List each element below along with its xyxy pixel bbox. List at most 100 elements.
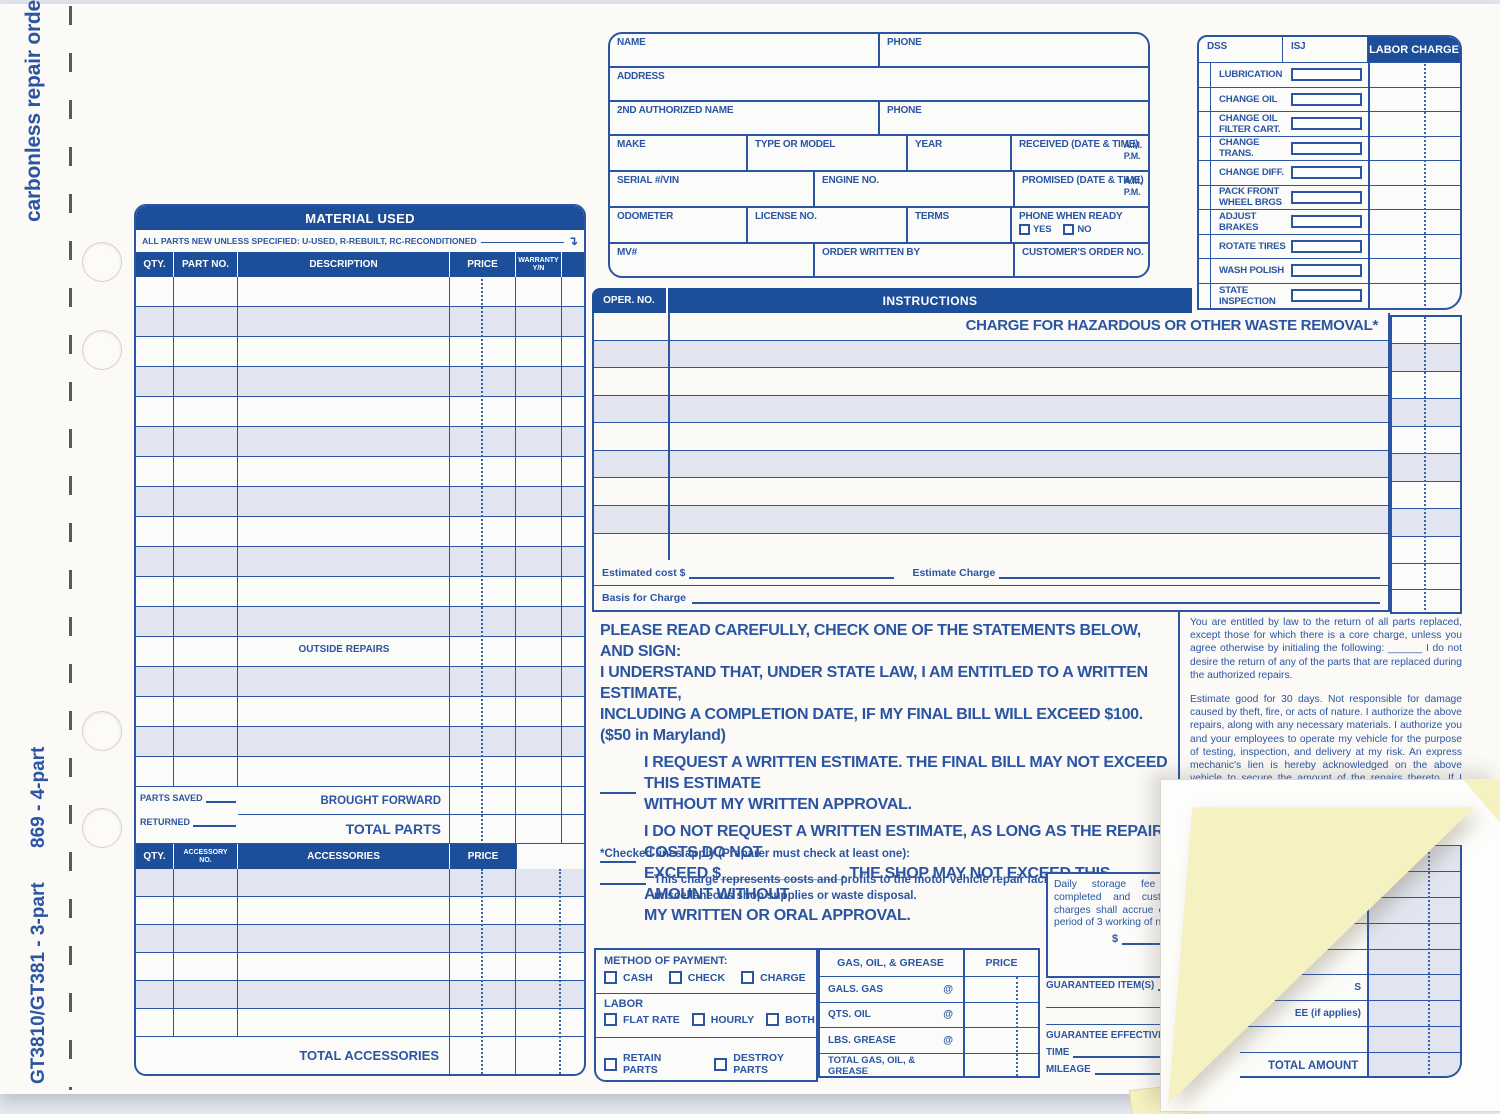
empty-cell (1199, 259, 1211, 283)
punch-hole (82, 711, 122, 751)
empty-cell (238, 637, 450, 666)
material-note-text: ALL PARTS NEW UNLESS SPECIFIED: U-USED, … (142, 236, 477, 246)
empty-cell (238, 487, 450, 516)
totals-row: EE (if applies) (1240, 1001, 1460, 1028)
empty-cell (238, 307, 450, 336)
canary-triangle-wrap (1158, 798, 1500, 1110)
empty-cell (450, 1009, 516, 1036)
order-written-by-field: ORDER WRITTEN BY (815, 244, 1015, 276)
price-cell (1392, 482, 1460, 510)
labor-item-label: CHANGE DIFF. (1219, 167, 1284, 179)
empty-cell (516, 757, 562, 786)
yes-label: YES (1033, 224, 1052, 235)
empty-cell (516, 307, 562, 336)
am-pm-label: A.M. P.M. (1124, 140, 1142, 162)
labor-charge-cell (1368, 87, 1460, 111)
gals-gas-label: GALS. GAS (828, 983, 884, 995)
empty-cell (516, 517, 562, 546)
empty-cell (136, 667, 174, 696)
basis-for-charge-label: Basis for Charge (602, 592, 687, 604)
engine-no-field: ENGINE NO. (815, 172, 1015, 206)
gas-total-row: TOTAL GAS, OIL, & GREASE (820, 1053, 1038, 1076)
price-cell (1392, 372, 1460, 400)
spine-part4-label: 869 - 4-part (28, 746, 49, 848)
gas-price-cell (965, 977, 1038, 1002)
empty-cell (516, 925, 584, 952)
empty-cell (450, 925, 516, 952)
spine-part3-label: GT3810/GT381 - 3-part (28, 882, 49, 1084)
instructions-header: OPER. NO. INSTRUCTIONS (592, 288, 1192, 313)
cash-label: CASH (623, 971, 653, 984)
perforation-line (69, 6, 72, 1090)
am-label: A.M. (1123, 176, 1142, 186)
empty-cell (450, 517, 516, 546)
labor-item-label: PACK FRONT WHEEL BRGS (1219, 186, 1282, 209)
empty-cell (450, 457, 516, 486)
instruction-row (594, 340, 1388, 369)
gas-header-label: GAS, OIL, & GREASE (820, 950, 965, 976)
am-label: A.M. (1123, 140, 1142, 150)
price-cell (1392, 590, 1460, 616)
labor-item-row: CHANGE OIL (1199, 87, 1460, 112)
labor-item-checkbox (1290, 117, 1362, 131)
check-label: CHECK (687, 971, 726, 984)
empty-cell (516, 667, 562, 696)
retain-parts-checkbox (604, 1057, 617, 1071)
check-checkbox (668, 971, 682, 984)
dollar-sign: $ (1112, 933, 1119, 946)
col-price: PRICE (450, 252, 516, 277)
labor-item-label: ROTATE TIRES (1219, 240, 1286, 252)
labor-charge-cell (1368, 283, 1460, 308)
price-dotted-divider (481, 869, 483, 1074)
phone2-field: PHONE (887, 105, 922, 116)
empty-cell (174, 757, 238, 786)
instruction-cell (670, 451, 1388, 478)
returned-blank (193, 817, 236, 827)
total-accessories-row: TOTAL ACCESSORIES (136, 1037, 584, 1074)
material-used-title: MATERIAL USED (136, 206, 584, 230)
totals-price-cell (1367, 1027, 1460, 1053)
labor-item-checkbox (1290, 141, 1362, 155)
yes-checkbox (1019, 224, 1030, 235)
received-label: RECEIVED (DATE & TIME) (1019, 139, 1139, 150)
empty-cell (136, 637, 174, 666)
labor-item-label: CHANGE TRANS. (1219, 137, 1260, 160)
price-cell (1392, 399, 1460, 427)
pm-label: P.M. (1123, 187, 1141, 197)
at-sign: @ (943, 983, 953, 995)
row-address: ADDRESS (610, 68, 1148, 102)
both-checkbox (766, 1013, 780, 1026)
accessory-row (136, 925, 584, 953)
option2-text-cont: EXCEED $______________. THE SHOP MAY NOT… (644, 865, 1111, 903)
oper-no-cell (594, 505, 670, 533)
price-dotted-divider (1428, 848, 1430, 1074)
col-accessory-no-line1: ACCESSORY (183, 848, 228, 856)
empty-cell (562, 815, 584, 843)
option-request-estimate: I REQUEST A WRITTEN ESTIMATE. THE FINAL … (600, 752, 1176, 794)
received-field: RECEIVED (DATE & TIME) A.M. P.M. (1012, 136, 1148, 170)
instruction-row (594, 450, 1388, 479)
row-odometer-terms: ODOMETER LICENSE NO. TERMS PHONE WHEN RE… (610, 208, 1148, 244)
price-dotted-divider (1424, 317, 1426, 610)
yes-option: YES (1019, 224, 1052, 235)
labor-charge-cell (1368, 136, 1460, 160)
material-row (136, 487, 584, 517)
empty-cell (450, 277, 516, 306)
empty-cell (238, 897, 450, 924)
parts-options: RETAIN PARTS DESTROY PARTS (604, 1052, 816, 1076)
statement-heading: PLEASE READ CAREFULLY, CHECK ONE OF THE … (600, 622, 1141, 660)
empty-cell (174, 869, 238, 896)
empty-cell (516, 427, 562, 456)
empty-cell (174, 367, 238, 396)
method-of-payment-box: METHOD OF PAYMENT: CASH CHECK CHARGE LAB… (594, 948, 818, 1082)
labor-item-label: WASH POLISH (1219, 265, 1284, 277)
at-sign: @ (943, 1009, 953, 1021)
empty-cell (136, 307, 174, 336)
empty-cell (450, 897, 516, 924)
labor-item-label: LUBRICATION (1219, 69, 1283, 81)
phone-when-ready-field: PHONE WHEN READY YES NO (1012, 208, 1148, 242)
empty-cell (238, 1009, 450, 1036)
instruction-cell (670, 341, 1388, 368)
parts-disposition-section: RETAIN PARTS DESTROY PARTS (596, 1038, 816, 1076)
phone-field: PHONE (887, 37, 922, 48)
